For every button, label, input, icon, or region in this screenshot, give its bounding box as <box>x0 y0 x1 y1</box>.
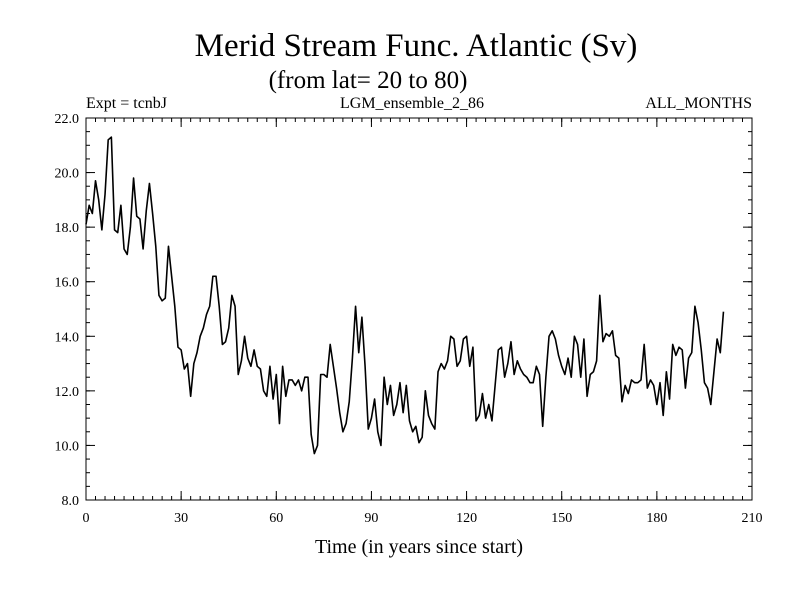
x-tick-label: 0 <box>83 511 90 526</box>
x-tick-label: 150 <box>551 511 572 526</box>
experiment-label: Expt = tcnbJ <box>86 95 167 112</box>
x-tick-label: 90 <box>364 511 378 526</box>
chart-subtitle: (from lat= 20 to 80) <box>269 67 468 94</box>
x-axis-label: Time (in years since start) <box>315 536 523 558</box>
y-tick-label: 22.0 <box>55 112 80 127</box>
x-tick-label: 30 <box>174 511 188 526</box>
x-tick-label: 120 <box>456 511 477 526</box>
y-tick-label: 12.0 <box>55 385 80 400</box>
y-tick-label: 16.0 <box>55 276 80 291</box>
y-tick-label: 18.0 <box>55 221 80 236</box>
y-tick-label: 10.0 <box>55 439 80 454</box>
ensemble-label: LGM_ensemble_2_86 <box>340 95 484 112</box>
series-line <box>85 136 725 455</box>
x-tick-label: 180 <box>646 511 667 526</box>
plot-frame <box>85 117 753 501</box>
axis-tick-labels: 0 30 60 90 120 150 180 210 8.0 10.0 12.0 14.0 16.0 18… <box>55 112 763 526</box>
y-tick-label: 8.0 <box>62 494 80 509</box>
y-tick-label: 14.0 <box>55 330 80 345</box>
y-tick-label: 20.0 <box>55 167 80 182</box>
chart-title: Merid Stream Func. Atlantic (Sv) <box>195 28 638 64</box>
months-label: ALL_MONTHS <box>645 95 752 112</box>
x-tick-label: 210 <box>742 511 763 526</box>
x-tick-label: 60 <box>269 511 283 526</box>
